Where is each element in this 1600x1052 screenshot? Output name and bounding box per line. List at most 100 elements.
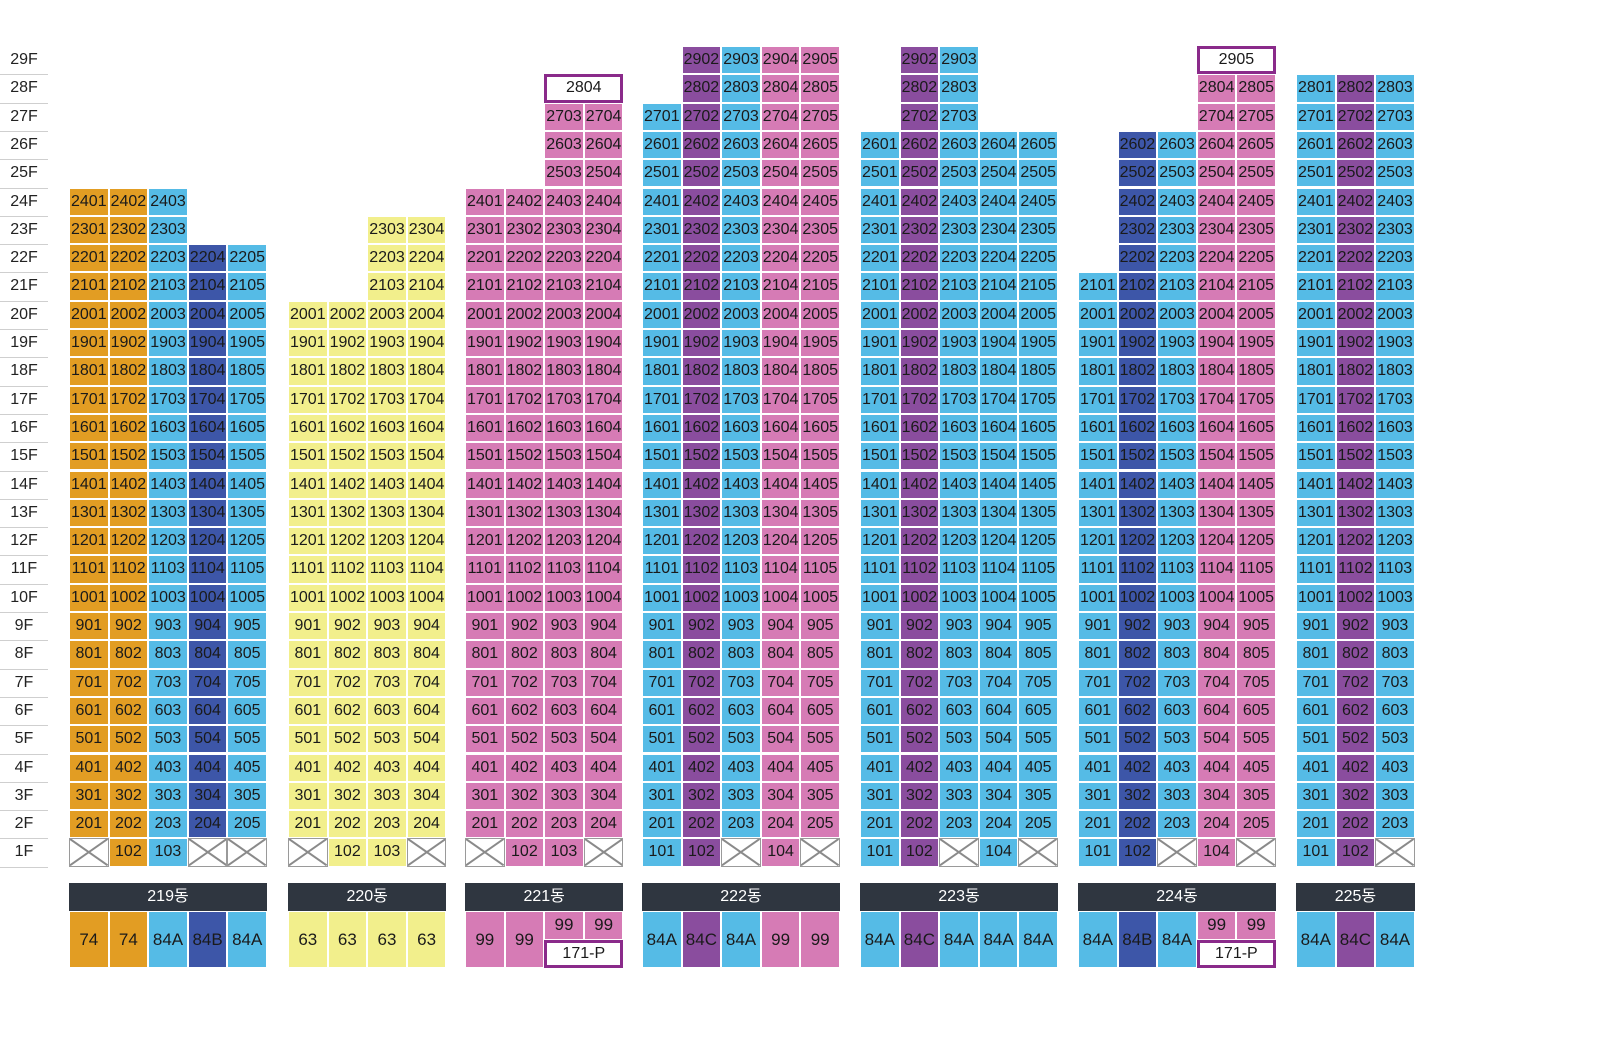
- unit-cell[interactable]: 503: [148, 725, 188, 754]
- unit-cell[interactable]: 1403: [939, 470, 979, 499]
- unit-cell[interactable]: 401: [1078, 753, 1118, 782]
- unit-cell[interactable]: 2505: [1018, 159, 1058, 188]
- unit-cell[interactable]: 903: [721, 612, 761, 641]
- unit-cell[interactable]: 1601: [860, 413, 900, 443]
- unit-cell[interactable]: 1802: [327, 357, 368, 386]
- unit-cell[interactable]: 603: [544, 696, 584, 726]
- penthouse-unit-cell[interactable]: 2804: [544, 74, 624, 103]
- unit-cell[interactable]: 802: [504, 640, 545, 669]
- unit-cell[interactable]: 1505: [800, 442, 840, 471]
- unit-cell[interactable]: 2401: [69, 187, 109, 216]
- unit-cell[interactable]: 1701: [69, 385, 109, 414]
- unit-cell[interactable]: 1703: [721, 385, 761, 414]
- unit-cell[interactable]: 2003: [544, 300, 584, 329]
- unit-cell[interactable]: 2503: [544, 159, 584, 188]
- unit-cell[interactable]: 2104: [978, 272, 1019, 301]
- unit-cell[interactable]: 101: [1296, 838, 1336, 867]
- unit-cell[interactable]: 301: [860, 781, 900, 811]
- unit-cell[interactable]: 1103: [939, 555, 979, 584]
- unit-cell[interactable]: 2001: [1078, 300, 1118, 329]
- unit-cell[interactable]: 1703: [939, 385, 979, 414]
- unit-cell[interactable]: 2601: [1296, 130, 1336, 160]
- unit-cell[interactable]: 2604: [1196, 130, 1237, 160]
- unit-cell[interactable]: 602: [1335, 696, 1376, 726]
- unit-cell[interactable]: 2105: [1236, 272, 1276, 301]
- unit-cell[interactable]: 804: [406, 640, 447, 669]
- unit-cell[interactable]: 1501: [465, 442, 505, 471]
- unit-cell[interactable]: 1302: [1117, 498, 1158, 528]
- unit-cell[interactable]: 1502: [327, 442, 368, 471]
- unit-cell[interactable]: 803: [544, 640, 584, 669]
- unit-cell[interactable]: 401: [465, 753, 505, 782]
- unit-cell[interactable]: 104: [1196, 838, 1237, 867]
- unit-cell[interactable]: 2902: [681, 46, 722, 75]
- unit-cell[interactable]: 1501: [1296, 442, 1336, 471]
- unit-cell[interactable]: 1404: [187, 470, 228, 499]
- unit-cell[interactable]: 2303: [1157, 215, 1197, 245]
- unit-cell[interactable]: 1702: [1335, 385, 1376, 414]
- unit-cell[interactable]: 2101: [642, 272, 682, 301]
- unit-cell[interactable]: 2001: [642, 300, 682, 329]
- unit-cell[interactable]: 304: [760, 781, 801, 811]
- unit-cell[interactable]: 2504: [1196, 159, 1237, 188]
- unit-cell[interactable]: 401: [69, 753, 109, 782]
- unit-cell[interactable]: 2903: [939, 46, 979, 75]
- unit-cell[interactable]: 1104: [406, 555, 447, 584]
- unit-cell[interactable]: 1403: [721, 470, 761, 499]
- unit-cell[interactable]: 1102: [681, 555, 722, 584]
- unit-cell[interactable]: 2402: [1117, 187, 1158, 216]
- unit-cell[interactable]: 1804: [760, 357, 801, 386]
- unit-cell[interactable]: 801: [465, 640, 505, 669]
- unit-cell[interactable]: 1703: [544, 385, 584, 414]
- unit-cell[interactable]: 1502: [108, 442, 149, 471]
- unit-cell[interactable]: 2405: [800, 187, 840, 216]
- unit-cell[interactable]: 1803: [367, 357, 407, 386]
- unit-cell[interactable]: 202: [327, 810, 368, 839]
- unit-cell[interactable]: 702: [327, 668, 368, 697]
- unit-cell[interactable]: 802: [899, 640, 940, 669]
- unit-cell[interactable]: 201: [860, 810, 900, 839]
- unit-cell[interactable]: 2402: [504, 187, 545, 216]
- unit-cell[interactable]: 1904: [1196, 329, 1237, 358]
- unit-cell[interactable]: 904: [1196, 612, 1237, 641]
- unit-cell[interactable]: 705: [227, 668, 267, 697]
- unit-cell[interactable]: 1602: [1117, 413, 1158, 443]
- unit-cell[interactable]: 2005: [1018, 300, 1058, 329]
- unit-cell[interactable]: 2705: [800, 102, 840, 131]
- unit-cell[interactable]: 1902: [1335, 329, 1376, 358]
- unit-cell[interactable]: 2605: [800, 130, 840, 160]
- unit-cell[interactable]: 1604: [1196, 413, 1237, 443]
- unit-cell[interactable]: 1503: [721, 442, 761, 471]
- unit-cell[interactable]: 203: [1157, 810, 1197, 839]
- unit-cell[interactable]: 1603: [544, 413, 584, 443]
- unit-cell[interactable]: 1405: [800, 470, 840, 499]
- unit-cell[interactable]: 603: [1157, 696, 1197, 726]
- unit-cell[interactable]: 805: [1018, 640, 1058, 669]
- unit-cell[interactable]: 1502: [1335, 442, 1376, 471]
- unit-cell[interactable]: 605: [1018, 696, 1058, 726]
- unit-cell[interactable]: 1504: [583, 442, 624, 471]
- unit-cell[interactable]: 1505: [1018, 442, 1058, 471]
- unit-cell[interactable]: 1404: [760, 470, 801, 499]
- unit-cell[interactable]: 2402: [899, 187, 940, 216]
- unit-cell[interactable]: 301: [642, 781, 682, 811]
- unit-cell[interactable]: 904: [406, 612, 447, 641]
- unit-cell[interactable]: 1304: [760, 498, 801, 528]
- unit-cell[interactable]: 2304: [583, 215, 624, 245]
- unit-cell[interactable]: 901: [1078, 612, 1118, 641]
- unit-cell[interactable]: 702: [504, 668, 545, 697]
- unit-cell[interactable]: 1801: [642, 357, 682, 386]
- unit-cell[interactable]: 303: [1375, 781, 1415, 811]
- unit-cell[interactable]: 2101: [860, 272, 900, 301]
- unit-cell[interactable]: 804: [760, 640, 801, 669]
- unit-cell[interactable]: 803: [367, 640, 407, 669]
- unit-cell[interactable]: 802: [108, 640, 149, 669]
- unit-cell[interactable]: 304: [1196, 781, 1237, 811]
- unit-cell[interactable]: 603: [1375, 696, 1415, 726]
- unit-cell[interactable]: 403: [939, 753, 979, 782]
- unit-cell[interactable]: 1702: [681, 385, 722, 414]
- unit-cell[interactable]: 1703: [367, 385, 407, 414]
- unit-cell[interactable]: 1204: [1196, 527, 1237, 556]
- unit-cell[interactable]: 2202: [108, 244, 149, 273]
- unit-cell[interactable]: 1202: [1335, 527, 1376, 556]
